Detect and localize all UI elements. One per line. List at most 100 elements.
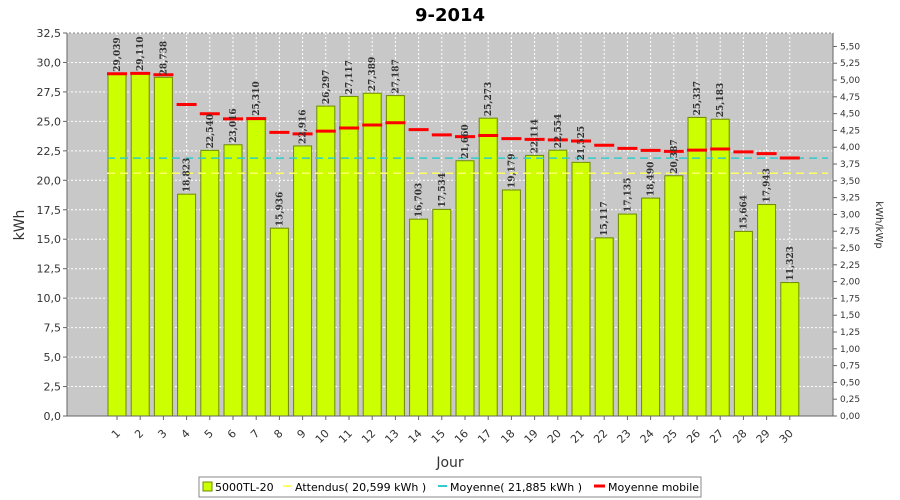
y-tick-label: 32,5 xyxy=(37,27,62,40)
y-right-tick-label: 2,25 xyxy=(840,261,860,271)
x-tick-label: 16 xyxy=(452,427,471,446)
y-right-tick-label: 1,50 xyxy=(840,311,860,321)
bar xyxy=(339,95,359,417)
y-tick-label: 22,5 xyxy=(37,145,62,158)
y-axis-right: 0,00 0,25 0,50 0,75 1,00 1,25 1,50 1,75 2,00 2,25… xyxy=(832,33,860,422)
bar xyxy=(130,72,150,417)
x-tick-label: 8 xyxy=(271,427,285,441)
data-label: 17,943 xyxy=(763,168,773,202)
legend-label: Moyenne( 21,885 kWh ) xyxy=(450,481,582,494)
x-tick-label: 18 xyxy=(498,427,517,446)
y-right-tick-label: 3,50 xyxy=(840,177,860,187)
y-tick-label: 0,0 xyxy=(44,410,62,423)
x-tick-label: 1 xyxy=(109,427,123,441)
y-tick-label: 12,5 xyxy=(37,263,62,276)
chart-title: 9-2014 xyxy=(415,5,485,26)
data-label: 21,660 xyxy=(461,124,471,158)
y-tick-label: 10,0 xyxy=(37,292,62,305)
y-right-tick-label: 0,00 xyxy=(840,412,860,422)
y-right-tick-label: 3,25 xyxy=(840,194,860,204)
legend-label: Moyenne mobile xyxy=(608,481,699,494)
x-tick-label: 10 xyxy=(313,427,332,446)
data-label: 25,183 xyxy=(716,83,726,117)
data-label: 18,823 xyxy=(183,158,193,192)
bar xyxy=(316,105,336,417)
y-right-tick-label: 0,50 xyxy=(840,378,860,388)
y-right-tick-label: 3,75 xyxy=(840,160,860,170)
y-tick-label: 17,5 xyxy=(37,204,62,217)
x-tick-label: 13 xyxy=(382,427,401,446)
x-tick-label: 28 xyxy=(730,427,749,446)
data-labels: 29,039 29,110 28,738 18,823 22,540 23,016 25,3… xyxy=(113,36,796,280)
y-right-tick-label: 4,00 xyxy=(840,143,860,153)
data-label: 17,135 xyxy=(623,178,633,212)
bar xyxy=(641,197,661,417)
x-tick-label: 11 xyxy=(336,427,355,446)
data-label: 28,738 xyxy=(159,41,169,75)
y-right-tick-label: 4,75 xyxy=(840,93,860,103)
bar xyxy=(269,227,289,417)
x-tick-label: 15 xyxy=(429,427,448,446)
y-right-tick-label: 2,50 xyxy=(840,244,860,254)
y-tick-label: 15,0 xyxy=(37,233,62,246)
y-tick-label: 20,0 xyxy=(37,174,62,187)
bar xyxy=(571,161,591,417)
y-right-tick-label: 1,00 xyxy=(840,345,860,355)
y-tick-label: 25,0 xyxy=(37,115,62,128)
bar xyxy=(177,193,197,417)
data-label: 22,114 xyxy=(531,119,541,153)
data-label: 11,323 xyxy=(786,246,796,280)
bar xyxy=(153,76,173,417)
bar xyxy=(478,117,498,417)
data-label: 21,525 xyxy=(577,126,587,160)
bar xyxy=(385,95,405,417)
x-tick-label: 7 xyxy=(248,427,262,441)
y-right-tick-label: 1,75 xyxy=(840,294,860,304)
x-tick-label: 24 xyxy=(638,427,657,446)
x-tick-label: 4 xyxy=(179,427,193,441)
x-tick-label: 19 xyxy=(522,427,541,446)
y-tick-label: 2,5 xyxy=(44,381,62,394)
x-tick-label: 22 xyxy=(591,427,610,446)
y-tick-label: 5,0 xyxy=(44,351,62,364)
x-tick-label: 5 xyxy=(202,427,216,441)
data-label: 27,117 xyxy=(345,60,355,94)
x-tick-label: 14 xyxy=(406,427,425,446)
y-right-tick-label: 4,50 xyxy=(840,110,860,120)
x-tick-label: 20 xyxy=(545,427,564,446)
y-right-tick-label: 3,00 xyxy=(840,210,860,220)
legend: 5000TL-20 Attendus( 20,599 kWh ) Moyenne( … xyxy=(198,476,702,498)
data-label: 27,187 xyxy=(391,59,401,93)
data-label: 29,110 xyxy=(136,36,146,70)
y-axis-right-title: kWh/kWp xyxy=(873,201,884,248)
data-label: 16,703 xyxy=(415,183,425,217)
y-right-tick-label: 0,75 xyxy=(840,362,860,372)
bar xyxy=(200,149,220,417)
x-tick-label: 21 xyxy=(568,427,587,446)
x-axis: 1 2 3 4 5 6 7 8 9 10 11 12 13 14 15 16 17 18 19 20 21 22 23 24 2… xyxy=(67,415,833,446)
y-right-tick-label: 1,25 xyxy=(840,328,860,338)
x-tick-label: 23 xyxy=(614,427,633,446)
x-axis-title: Jour xyxy=(435,455,464,471)
legend-label: 5000TL-20 xyxy=(215,481,274,494)
data-label: 25,273 xyxy=(484,82,494,116)
y-right-tick-label: 4,25 xyxy=(840,126,860,136)
y-right-tick-label: 5,50 xyxy=(840,42,860,52)
reference-lines xyxy=(107,157,828,174)
bar xyxy=(223,144,243,417)
bar xyxy=(710,118,730,417)
y-right-tick-label: 5,25 xyxy=(840,59,860,69)
x-tick-label: 9 xyxy=(295,427,309,441)
x-tick-label: 27 xyxy=(707,427,726,446)
bar xyxy=(525,154,545,417)
bar xyxy=(617,213,637,417)
data-label: 15,664 xyxy=(739,195,749,229)
x-tick-label: 2 xyxy=(132,427,146,441)
legend-box xyxy=(198,476,702,498)
data-label: 22,540 xyxy=(206,114,216,148)
bar xyxy=(246,117,266,417)
y-right-tick-label: 2,00 xyxy=(840,278,860,288)
y-tick-label: 7,5 xyxy=(44,322,62,335)
bar xyxy=(362,92,382,417)
